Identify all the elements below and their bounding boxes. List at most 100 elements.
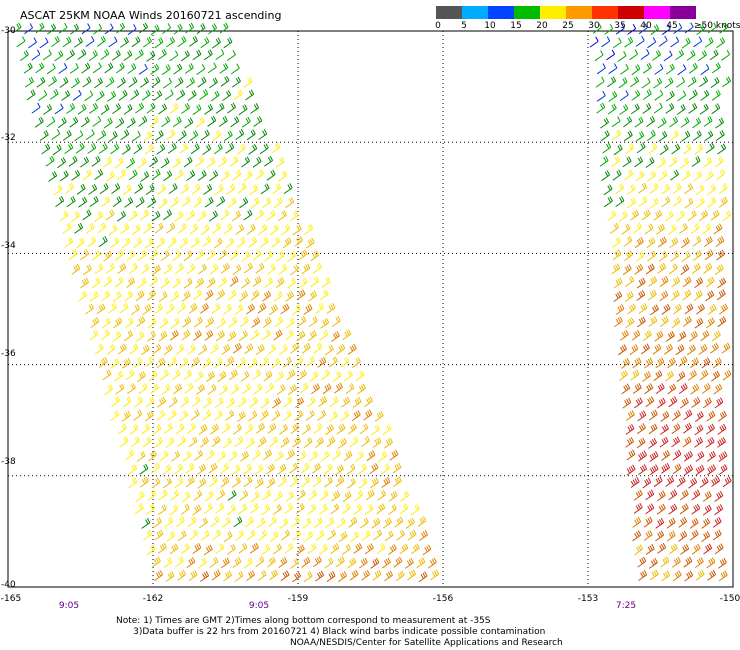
- wind-barb: [680, 116, 690, 128]
- wind-barb: [100, 104, 110, 116]
- wind-barb: [341, 503, 351, 515]
- wind-barb: [226, 504, 236, 516]
- wind-barb: [90, 317, 100, 329]
- wind-barb: [694, 143, 704, 155]
- wind-barb: [635, 250, 645, 262]
- wind-barb: [627, 303, 636, 315]
- wind-barb: [722, 76, 732, 88]
- wind-barb: [96, 303, 106, 315]
- wind-barb: [185, 476, 195, 488]
- wind-barb: [232, 557, 242, 569]
- wind-barb: [618, 77, 628, 89]
- wind-barb: [110, 357, 120, 369]
- wind-barb: [684, 464, 694, 476]
- wind-barb: [648, 142, 658, 154]
- wind-barb: [396, 529, 406, 541]
- wind-barb: [721, 342, 731, 354]
- wind-barb: [230, 116, 240, 128]
- wind-barb: [711, 89, 721, 101]
- scale-tick-label: 15: [510, 21, 522, 31]
- wind-barb: [302, 517, 312, 529]
- wind-barb: [101, 196, 111, 208]
- wind-barb: [622, 397, 632, 409]
- wind-barb: [672, 570, 682, 582]
- wind-barb: [292, 571, 302, 583]
- wind-barb: [371, 424, 380, 436]
- wind-barb: [310, 250, 320, 262]
- wind-barb: [664, 343, 673, 355]
- wind-barb: [193, 490, 203, 502]
- wind-barb: [24, 23, 34, 35]
- wind-barb: [125, 449, 134, 461]
- wind-barb: [89, 102, 99, 114]
- wind-barb: [137, 277, 147, 289]
- wind-barb: [303, 571, 313, 583]
- wind-barb: [625, 423, 635, 435]
- wind-barb: [181, 491, 191, 503]
- wind-barb: [244, 516, 254, 528]
- wind-barb: [259, 409, 269, 421]
- wind-barb: [240, 450, 249, 462]
- wind-barb: [677, 64, 687, 76]
- wind-barb: [213, 143, 223, 155]
- wind-barb: [114, 157, 124, 169]
- wind-barb: [317, 409, 327, 421]
- wind-barb: [255, 262, 265, 274]
- wind-barb: [189, 223, 199, 235]
- wind-barb: [692, 130, 702, 142]
- wind-barb: [372, 569, 382, 581]
- wind-barb: [387, 504, 397, 516]
- wind-barb: [154, 436, 163, 448]
- wind-barb: [52, 144, 62, 156]
- wind-barb: [177, 569, 187, 581]
- wind-barb: [365, 489, 375, 501]
- wind-barb: [287, 277, 297, 289]
- wind-barb: [139, 476, 149, 488]
- wind-barb: [162, 477, 172, 489]
- wind-barb: [200, 302, 209, 314]
- wind-barb: [690, 357, 699, 369]
- wind-barb: [244, 423, 254, 435]
- wind-barb: [336, 343, 346, 355]
- wind-barb: [126, 250, 136, 262]
- wind-barb: [243, 209, 253, 221]
- wind-barb: [172, 157, 182, 169]
- wind-barb: [281, 529, 291, 541]
- wind-barb: [344, 370, 353, 382]
- wind-barb: [243, 463, 252, 475]
- wind-barb: [621, 357, 630, 369]
- wind-barb: [607, 76, 617, 88]
- wind-barb: [608, 91, 618, 102]
- wind-barb: [187, 422, 196, 434]
- wind-barb: [632, 530, 642, 542]
- wind-barb: [146, 102, 156, 114]
- wind-barb: [78, 290, 88, 302]
- wind-barb: [249, 502, 259, 514]
- wind-barb: [179, 410, 189, 422]
- wind-barb: [169, 504, 179, 516]
- scale-tick-label: 25: [562, 21, 574, 31]
- wind-barb: [665, 476, 675, 487]
- wind-barb: [260, 397, 270, 409]
- wind-barb: [691, 263, 701, 274]
- wind-barb: [618, 211, 628, 222]
- wind-barb: [207, 62, 217, 74]
- wind-barb: [279, 517, 289, 529]
- wind-barb: [351, 357, 361, 369]
- wind-barb: [648, 409, 658, 421]
- wind-barb: [223, 531, 233, 543]
- wind-barb: [114, 370, 123, 382]
- wind-barb: [596, 90, 606, 102]
- wind-barb: [197, 263, 207, 275]
- wind-barb: [632, 383, 642, 394]
- wind-barb: [613, 277, 623, 289]
- wind-barb: [124, 196, 134, 208]
- wind-barb: [143, 222, 153, 234]
- wind-barb: [236, 143, 246, 155]
- scale-swatch: [462, 6, 488, 19]
- wind-barb: [190, 143, 200, 155]
- wind-barb: [167, 356, 177, 368]
- wind-barb: [166, 36, 175, 48]
- wind-barb: [121, 237, 131, 249]
